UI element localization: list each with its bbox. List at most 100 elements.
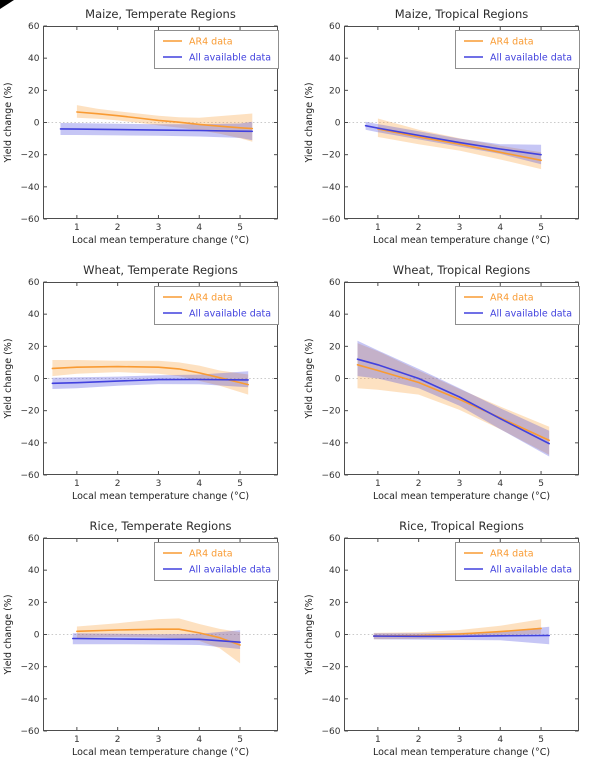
x-tick-label: 5 [237,223,243,233]
x-tick-label: 3 [156,223,162,233]
subplot-maize-tropical: 1 2 3 4 5 60 40 20 0 −20 −40 −60 Maize, Tropical Reg… [301,0,602,256]
x-tick-label: 2 [115,479,121,489]
x-tick-label: 2 [115,735,121,745]
legend-label-all-available-data: All available data [189,309,271,320]
all-available-data-line [373,634,550,638]
subplot-wheat-temperate: 1 2 3 4 5 60 40 20 0 −20 −40 −60 Wheat, Temperate Re… [0,256,301,512]
all-available-data-line [356,358,550,445]
x-tick-label: 1 [74,735,80,745]
y-axis-label: Yield change (%) [304,594,315,675]
x-tick-label: 3 [457,223,463,233]
x-tick-label: 4 [196,735,202,745]
legend-box [154,30,279,69]
x-tick-label: 3 [156,479,162,489]
y-tick-label: 0 [335,119,341,129]
legend-label-ar4-data: AR4 data [490,37,534,48]
y-tick-label: 20 [329,86,341,96]
chart-title: Maize, Tropical Regions [395,7,529,21]
x-tick-label: 4 [497,223,503,233]
y-tick-label: 20 [28,342,40,352]
x-tick-label: 1 [74,223,80,233]
y-tick-label: 20 [28,598,40,608]
y-tick-label: 40 [28,566,40,576]
all-available-data-line [72,637,241,643]
ar4-data-line [51,365,249,386]
y-axis-label: Yield change (%) [3,338,14,419]
x-axis-label: Local mean temperature change (°C) [373,235,550,246]
y-tick-label: −20 [322,151,341,161]
ar4-data-line [377,128,542,162]
x-tick-label: 3 [457,735,463,745]
ar4-data-band [52,360,249,395]
legend-label-all-available-data: All available data [490,309,572,320]
ar4-data-band [357,343,550,455]
y-tick-label: −60 [21,471,40,481]
chart-maize-temperate: 1 2 3 4 5 60 40 20 0 −20 −40 −60 Maize, Temperate Re… [3,7,279,246]
x-tick-label: 3 [457,479,463,489]
legend-label-all-available-data: All available data [490,565,572,576]
y-tick-label: −40 [322,439,341,449]
legend-label-ar4-data: AR4 data [189,37,233,48]
x-tick-label: 4 [196,223,202,233]
legend-box [455,286,580,325]
subplot-rice-tropical: 1 2 3 4 5 60 40 20 0 −20 −40 −60 Rice, Tropical Regi… [301,512,602,768]
legend-label-all-available-data: All available data [189,53,271,64]
x-tick-label: 4 [497,735,503,745]
y-tick-label: −40 [21,183,40,193]
ar4-data-line [356,364,550,442]
y-tick-label: 60 [329,278,341,288]
y-tick-label: −60 [21,215,40,225]
y-tick-label: −20 [21,407,40,417]
ar4-data-line [76,628,241,646]
chart-wheat-temperate: 1 2 3 4 5 60 40 20 0 −20 −40 −60 Wheat, Temperate Re… [3,263,279,502]
legend-label-ar4-data: AR4 data [189,549,233,560]
y-tick-label: 40 [28,310,40,320]
x-tick-label: 5 [237,479,243,489]
y-tick-label: 40 [329,54,341,64]
x-axis-label: Local mean temperature change (°C) [72,747,249,758]
legend-label-all-available-data: All available data [189,565,271,576]
legend-box [455,30,580,69]
y-tick-label: 40 [28,54,40,64]
y-tick-label: 0 [34,631,40,641]
x-axis-label: Local mean temperature change (°C) [373,491,550,502]
x-axis-label: Local mean temperature change (°C) [373,747,550,758]
x-tick-label: 5 [538,479,544,489]
y-tick-label: 60 [28,534,40,544]
y-axis-label: Yield change (%) [304,82,315,163]
all-available-data-line [59,128,254,133]
ar4-data-line [76,111,254,130]
x-tick-label: 4 [497,479,503,489]
subplot-wheat-tropical: 1 2 3 4 5 60 40 20 0 −20 −40 −60 Wheat, Tropical Reg… [301,256,602,512]
chart-title: Rice, Temperate Regions [90,519,232,533]
y-axis-label: Yield change (%) [3,594,14,675]
y-tick-label: −40 [21,439,40,449]
all-available-data-line [364,124,542,156]
y-tick-label: 0 [34,375,40,385]
y-tick-label: −60 [322,471,341,481]
x-tick-label: 1 [74,479,80,489]
x-tick-label: 2 [416,735,422,745]
y-tick-label: 40 [329,566,341,576]
y-tick-label: 40 [329,310,341,320]
y-tick-label: 20 [329,342,341,352]
chart-maize-tropical: 1 2 3 4 5 60 40 20 0 −20 −40 −60 Maize, Tropical Reg… [304,7,580,246]
all-available-data-band [357,340,550,457]
y-tick-label: −40 [21,695,40,705]
x-tick-label: 2 [416,223,422,233]
x-tick-label: 1 [375,735,381,745]
y-tick-label: 60 [329,534,341,544]
corner-fold-mark [0,0,14,9]
y-tick-label: 60 [28,278,40,288]
all-available-data-line [51,378,249,385]
y-tick-label: 20 [329,598,341,608]
x-tick-label: 5 [538,223,544,233]
all-available-data-band [60,121,253,141]
y-axis-label: Yield change (%) [3,82,14,163]
chart-title: Wheat, Temperate Regions [83,263,238,277]
y-tick-label: −60 [21,727,40,737]
y-tick-label: −20 [21,663,40,673]
y-tick-label: 20 [28,86,40,96]
subplot-rice-temperate: 1 2 3 4 5 60 40 20 0 −20 −40 −60 Rice, Temperate Reg… [0,512,301,768]
